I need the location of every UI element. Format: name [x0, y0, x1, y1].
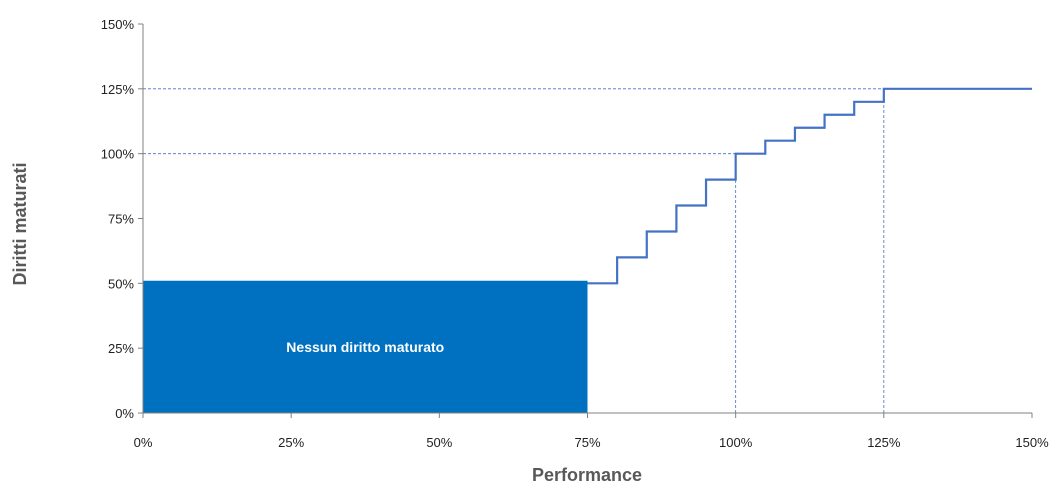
x-tick-label: 100% — [719, 435, 753, 450]
x-tick-label: 0% — [134, 435, 153, 450]
y-tick-label: 50% — [108, 276, 134, 291]
series-point — [675, 205, 677, 207]
y-tick-label: 125% — [101, 82, 135, 97]
series-line-0 — [587, 87, 1032, 285]
y-tick-label: 100% — [101, 147, 135, 162]
x-tick-label: 125% — [867, 435, 901, 450]
axes — [138, 23, 1033, 418]
series-point — [705, 179, 707, 181]
series-point — [1031, 88, 1033, 90]
series-point — [794, 127, 796, 129]
y-axis-title: Diritti maturati — [10, 162, 30, 285]
tick-labels: 0% 25% 50% 75% 100% 125% 150% 0% 25% 50% 75% 100% 12… — [101, 17, 1049, 450]
no-rights-region: Nessun diritto maturato — [143, 280, 588, 413]
y-tick-label: 75% — [108, 212, 134, 227]
no-rights-region-label: Nessun diritto maturato — [286, 339, 444, 355]
series-point — [824, 114, 826, 116]
y-tick-label: 150% — [101, 17, 135, 32]
series-point — [646, 230, 648, 232]
x-tick-label: 75% — [574, 435, 600, 450]
series-point — [853, 101, 855, 103]
series-point — [587, 282, 589, 284]
series-point — [883, 88, 885, 90]
series-point — [735, 153, 737, 155]
y-tick-label: 25% — [108, 341, 134, 356]
x-axis-title: Performance — [532, 465, 642, 485]
series-layer — [587, 87, 1033, 285]
x-tick-label: 50% — [426, 435, 452, 450]
series-point — [764, 140, 766, 142]
x-tick-label: 25% — [278, 435, 304, 450]
y-tick-label: 0% — [115, 406, 134, 421]
x-tick-label: 150% — [1015, 435, 1049, 450]
no-rights-region-rect — [143, 280, 588, 413]
series-point — [616, 256, 618, 258]
